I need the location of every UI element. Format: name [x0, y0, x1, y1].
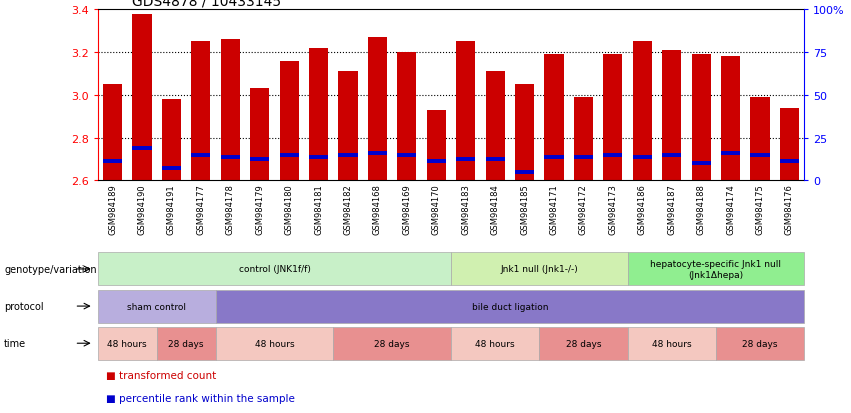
Bar [191, 154, 210, 157]
Text: 28 days: 28 days [566, 339, 601, 348]
Bar [220, 156, 240, 159]
Text: ■ transformed count: ■ transformed count [106, 370, 217, 380]
Bar [309, 49, 328, 181]
Bar [721, 57, 740, 181]
Bar [220, 40, 240, 181]
Text: ■ percentile rank within the sample: ■ percentile rank within the sample [106, 393, 295, 403]
Text: Jnk1 null (Jnk1-/-): Jnk1 null (Jnk1-/-) [500, 265, 578, 274]
Bar [426, 111, 446, 181]
Text: 28 days: 28 days [168, 339, 204, 348]
Text: time: time [4, 338, 26, 349]
Text: 48 hours: 48 hours [107, 339, 147, 348]
Text: sham control: sham control [128, 302, 186, 311]
Bar [368, 38, 387, 181]
Bar [162, 100, 181, 181]
Bar [515, 85, 534, 181]
Text: 48 hours: 48 hours [476, 339, 515, 348]
Bar [545, 156, 563, 159]
Text: control (JNK1f/f): control (JNK1f/f) [238, 265, 311, 274]
Bar [486, 158, 505, 161]
Bar [191, 42, 210, 181]
Text: bile duct ligation: bile duct ligation [471, 302, 548, 311]
Bar [545, 55, 563, 181]
Bar [662, 154, 682, 157]
Bar [133, 147, 151, 151]
Bar [603, 154, 622, 157]
Bar [603, 55, 622, 181]
Bar [397, 53, 416, 181]
Text: 48 hours: 48 hours [254, 339, 294, 348]
Bar [280, 154, 299, 157]
Bar [574, 156, 593, 159]
Bar [780, 160, 799, 164]
Bar [103, 160, 123, 164]
Text: hepatocyte-specific Jnk1 null
(Jnk1Δhepa): hepatocyte-specific Jnk1 null (Jnk1Δhepa… [650, 260, 781, 279]
Bar [633, 42, 652, 181]
Bar [721, 151, 740, 155]
Bar [692, 162, 711, 166]
Bar [103, 85, 123, 181]
Bar [662, 51, 682, 181]
Bar [133, 14, 151, 181]
Text: 28 days: 28 days [742, 339, 778, 348]
Bar [250, 89, 269, 181]
Bar [574, 98, 593, 181]
Bar [633, 156, 652, 159]
Bar [309, 156, 328, 159]
Text: GDS4878 / 10433145: GDS4878 / 10433145 [132, 0, 281, 8]
Bar [162, 166, 181, 170]
Bar [397, 154, 416, 157]
Bar [250, 158, 269, 161]
Bar [368, 151, 387, 155]
Bar [339, 154, 357, 157]
Bar [515, 171, 534, 174]
Bar [426, 160, 446, 164]
Text: genotype/variation: genotype/variation [4, 264, 97, 274]
Bar [456, 42, 476, 181]
Bar [751, 98, 769, 181]
Bar [280, 62, 299, 181]
Bar [486, 72, 505, 181]
Bar [751, 154, 769, 157]
Bar [692, 55, 711, 181]
Bar [780, 109, 799, 181]
Text: 28 days: 28 days [374, 339, 410, 348]
Text: 48 hours: 48 hours [652, 339, 692, 348]
Text: protocol: protocol [4, 301, 44, 311]
Bar [456, 158, 476, 161]
Bar [339, 72, 357, 181]
